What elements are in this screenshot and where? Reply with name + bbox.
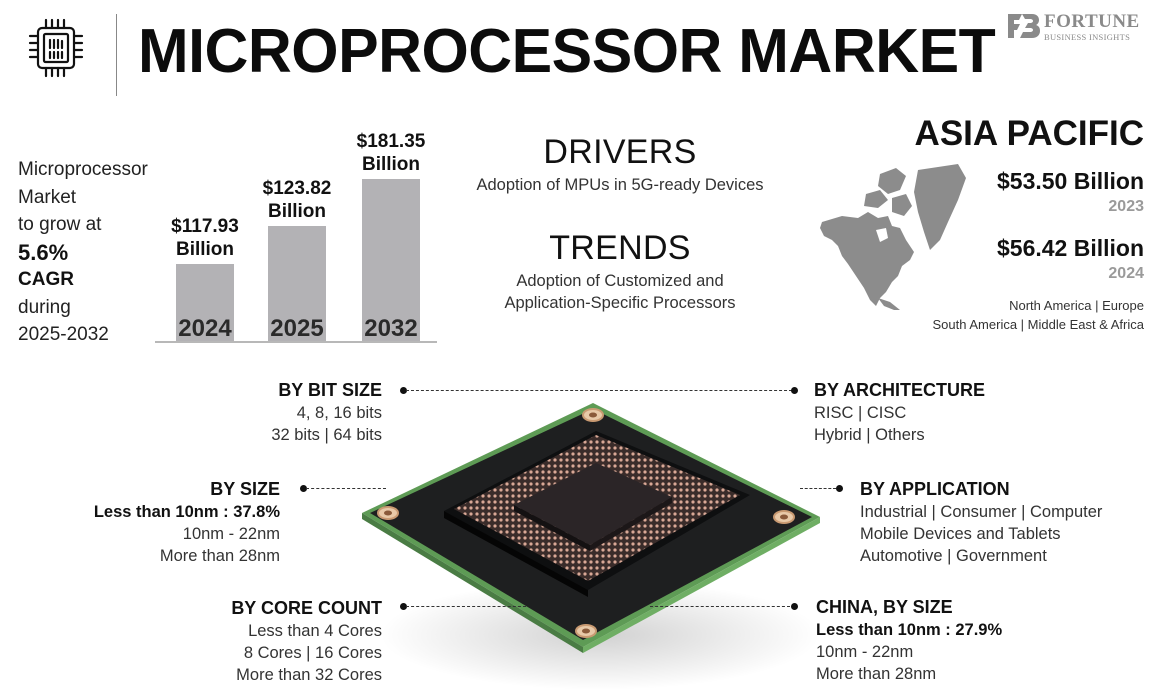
other-regions-line: North America | Europe [1009,298,1144,313]
segment-title: BY APPLICATION [860,479,1010,499]
header-divider [116,14,117,96]
microprocessor-chip-image [360,385,840,695]
brand-name: FORTUNE [1044,11,1140,32]
cagr-value: 5.6% [18,239,69,265]
region-year-2023: 2023 [1108,198,1144,215]
other-regions-line: South America | Middle East & Africa [932,317,1144,332]
segment-item: More than 28nm [816,665,937,683]
connector-dot [791,603,798,610]
segment-title: BY ARCHITECTURE [814,380,986,400]
segment-architecture: BY ARCHITECTURE RISC | CISC Hybrid | Oth… [814,378,985,446]
bar-2032: 2032 [362,179,420,341]
bar-year-label: 2024 [178,315,232,342]
bar-2025: 2025 [268,226,326,341]
connector-dot [791,387,798,394]
segment-core-count: BY CORE COUNT Less than 4 Cores 8 Cores … [231,596,382,686]
bar-2024: 2024 [176,264,234,341]
cagr-line: Market [18,186,77,208]
segment-size: BY SIZE Less than 10nm : 37.8% 10nm - 22… [94,477,280,567]
brand-logo: FORTUNE BUSINESS INSIGHTS [1006,12,1146,42]
connector-line [306,488,386,489]
segment-item: RISC | CISC [814,404,907,422]
segment-item: Mobile Devices and Tablets [860,525,1061,543]
segment-item: 32 bits | 64 bits [271,426,382,444]
connector-line [800,488,836,489]
bar-year-label: 2025 [270,315,324,342]
segment-title: BY BIT SIZE [278,380,382,400]
segment-item: 10nm - 22nm [182,525,280,543]
cagr-summary: Microprocessor Market to grow at 5.6% CA… [18,156,168,349]
connector-line [406,606,526,607]
segment-title: CHINA, BY SIZE [816,597,953,617]
microchip-icon [24,12,88,84]
segment-item: Less than 4 Cores [248,622,382,640]
segment-item: Industrial | Consumer | Computer [860,503,1103,521]
connector-dot [400,387,407,394]
region-value-2024: $56.42 Billion [996,235,1144,261]
segment-item: 10nm - 22nm [816,643,914,661]
segment-highlight: Less than 10nm : 37.8% [93,503,280,521]
segment-item: Automotive | Government [860,547,1047,565]
region-year-2024: 2024 [1108,265,1144,282]
segment-china-size: CHINA, BY SIZE Less than 10nm : 27.9% 10… [816,595,1002,685]
bar-year-label: 2032 [364,315,418,342]
segment-item: 8 Cores | 16 Cores [243,644,382,662]
segment-title: BY SIZE [210,479,280,499]
bar-value-label: $181.35 Billion [356,131,426,175]
drivers-title: DRIVERS [543,133,697,171]
cagr-line: to grow at [18,214,102,235]
bar-value-label: $117.93 Billion [171,216,239,260]
bar-value-label: $123.82 Billion [262,178,332,222]
connector-dot [300,485,307,492]
connector-dot [836,485,843,492]
segment-item: Hybrid | Others [814,426,925,444]
connector-line [406,390,792,391]
page-title: MICROPROCESSOR MARKET [138,17,996,86]
trends-title: TRENDS [549,229,691,267]
trends-text: Adoption of Customized and Application-S… [504,272,736,312]
segment-application: BY APPLICATION Industrial | Consumer | C… [860,477,1102,567]
segment-item: More than 28nm [159,547,280,565]
market-size-bar-chart: $117.93 Billion 2024 $123.82 Billion 202… [155,125,437,345]
cagr-line: during [18,296,71,318]
chart-baseline [155,341,437,343]
region-value-2023: $53.50 Billion [996,168,1144,194]
segment-title: BY CORE COUNT [231,598,382,618]
brand-subtitle: BUSINESS INSIGHTS [1044,32,1131,42]
region-title: ASIA PACIFIC [914,114,1144,153]
connector-line [650,606,790,607]
drivers-text: Adoption of MPUs in 5G-ready Devices [476,176,764,194]
segment-item: 4, 8, 16 bits [296,404,382,422]
cagr-line: Microprocessor [18,159,148,180]
connector-dot [400,603,407,610]
fortune-logo-icon [1006,12,1040,40]
segment-bit-size: BY BIT SIZE 4, 8, 16 bits 32 bits | 64 b… [271,378,382,446]
segment-highlight: Less than 10nm : 27.9% [816,621,1003,639]
segment-item: More than 32 Cores [236,666,382,684]
cagr-period: 2025-2032 [18,324,109,345]
north-america-map-icon [818,160,968,310]
cagr-label: CAGR [18,269,74,290]
